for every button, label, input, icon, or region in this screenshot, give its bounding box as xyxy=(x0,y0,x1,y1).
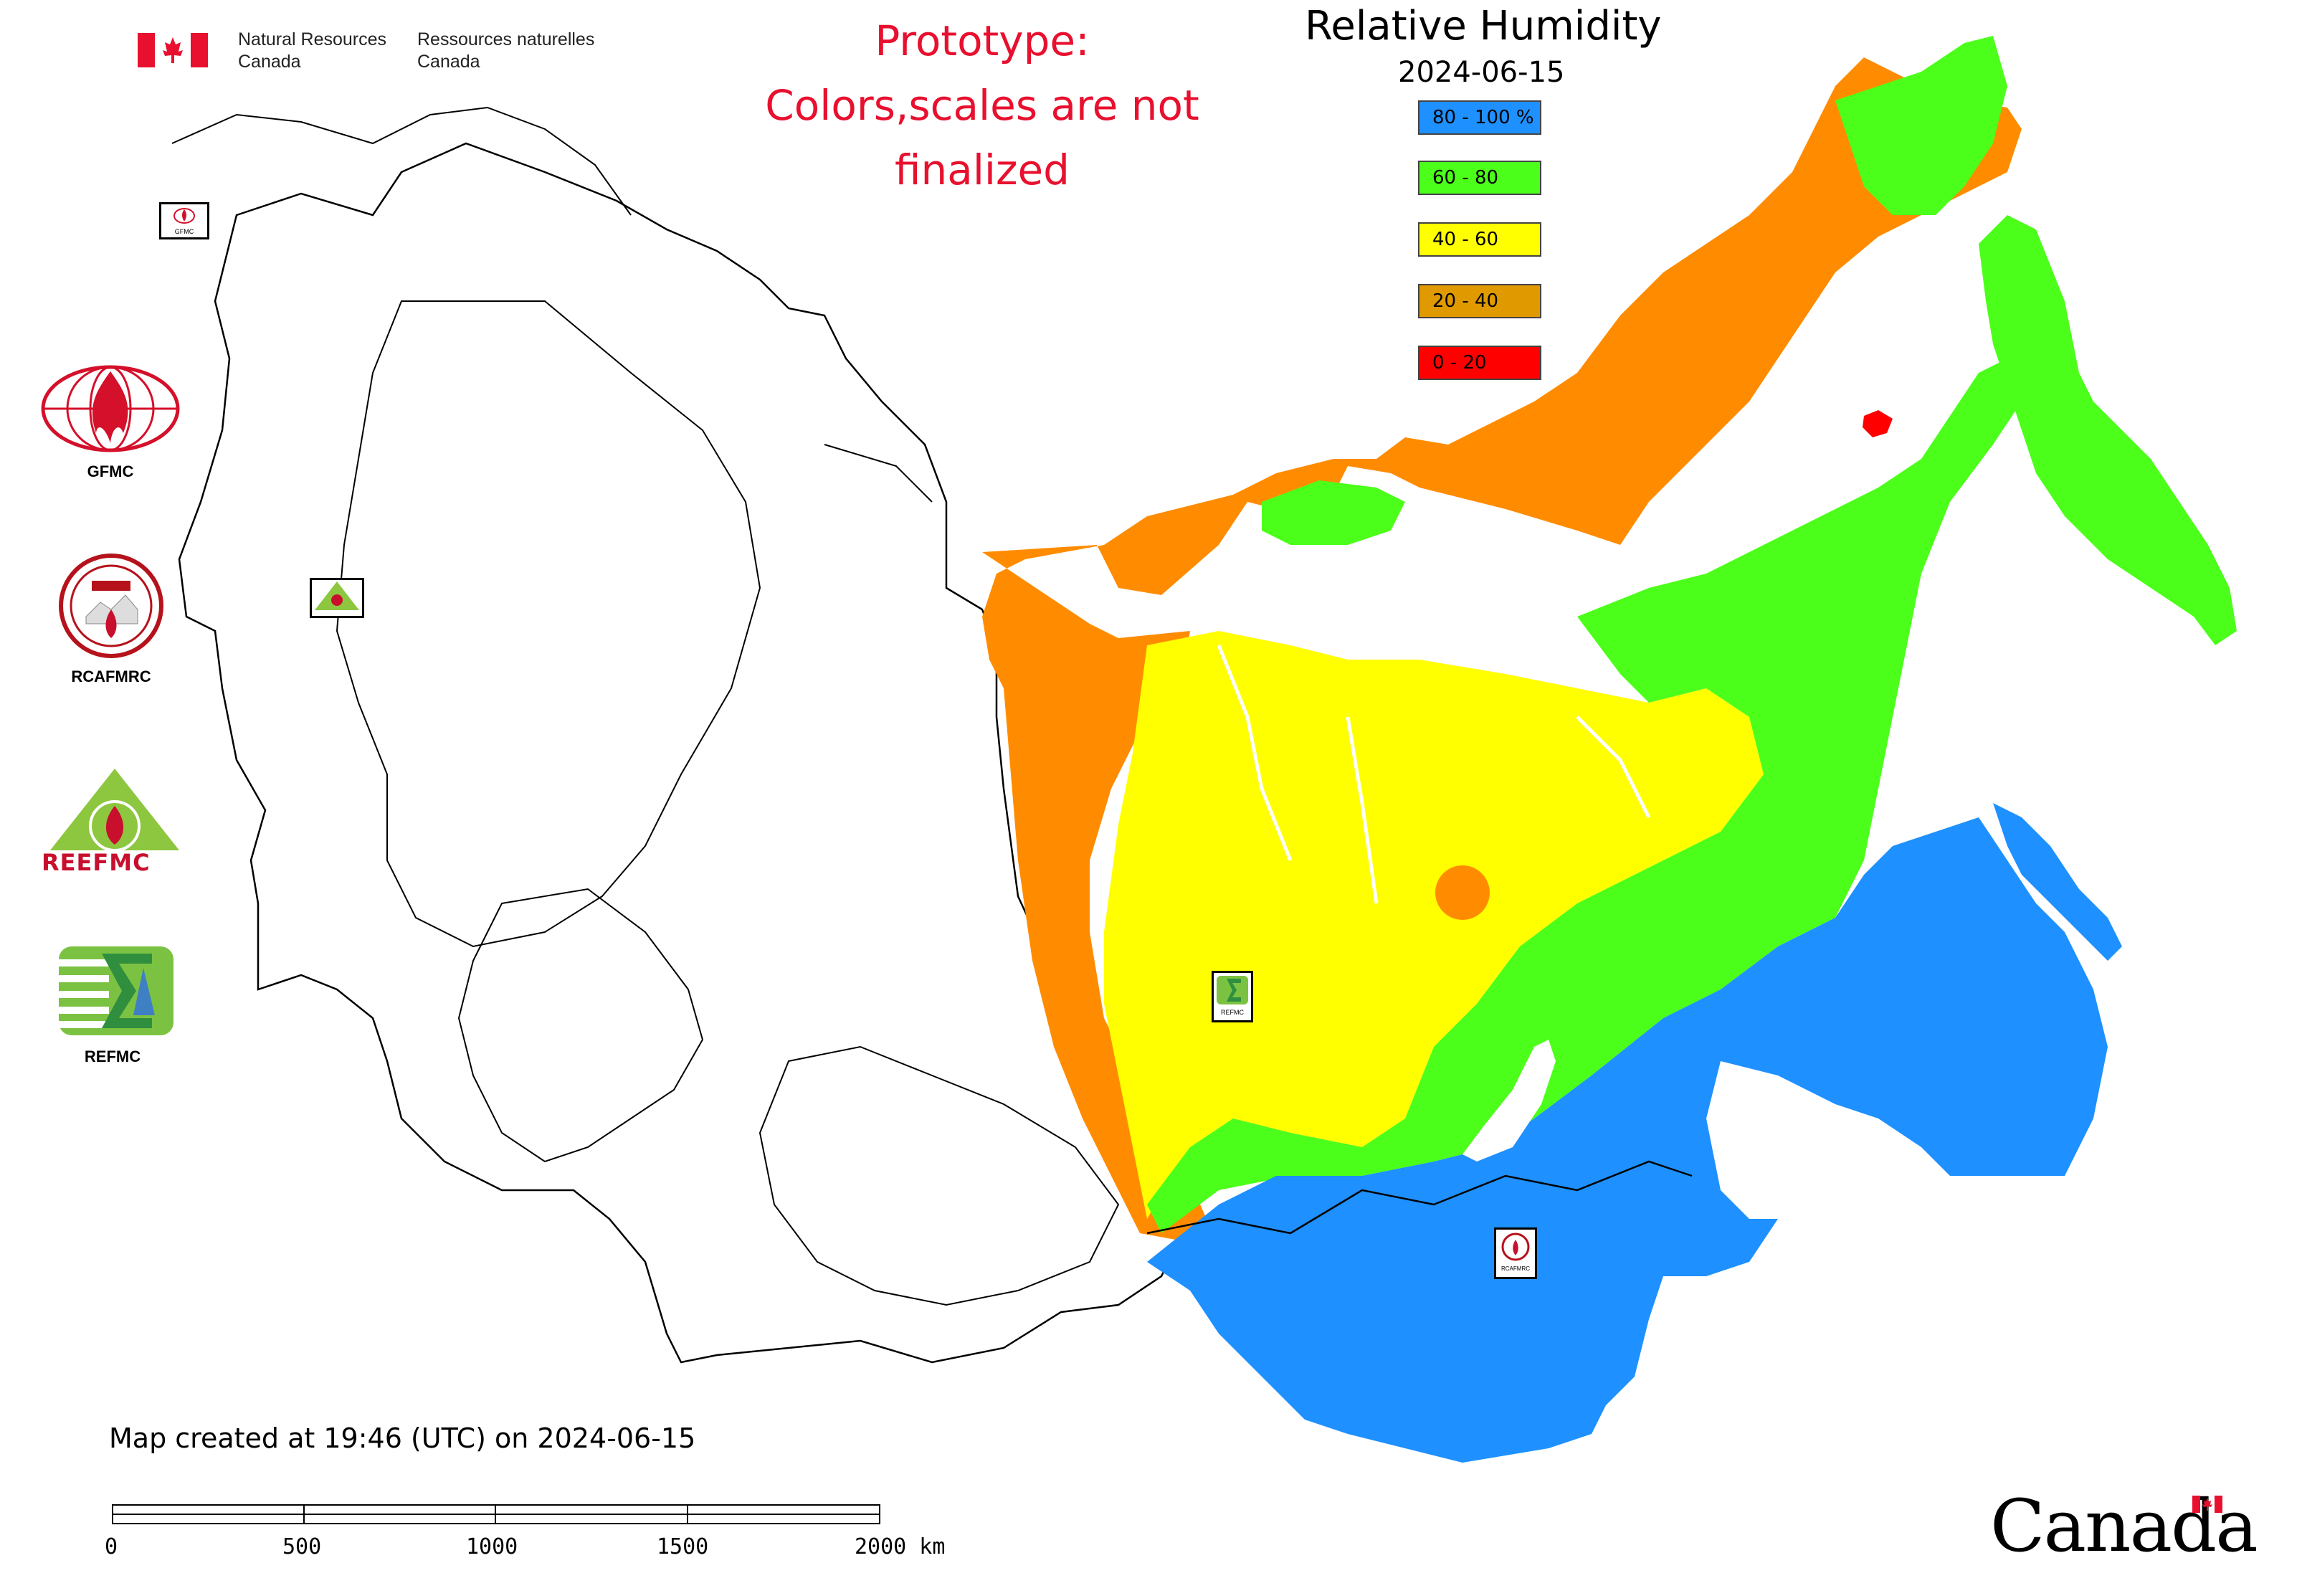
humidity-region-40-60 xyxy=(1104,631,1764,1219)
humidity-region-kamchatka xyxy=(1979,215,2237,645)
legend-item-80-100: 80 - 100 % xyxy=(1418,100,1541,135)
rcafmrc-label: RCAFMRC xyxy=(71,668,151,685)
border-line xyxy=(1146,1160,1693,1235)
dept-name-en-1: Natural Resources xyxy=(238,29,387,49)
rcafmrc-marker-label: RCAFMRC xyxy=(1501,1265,1530,1272)
scale-label-2000: 2000 km xyxy=(855,1534,946,1559)
dept-name-en-2: Canada xyxy=(238,52,301,72)
nrcan-flag-icon xyxy=(138,33,208,67)
legend-item-60-80: 60 - 80 xyxy=(1418,161,1541,195)
gfmc-label: GFMC xyxy=(87,462,134,480)
dept-name-fr-2: Canada xyxy=(417,52,480,72)
reefmc-wordmark: REEFMC xyxy=(42,849,151,876)
rcafmrc-map-marker[interactable]: RCAFMRC xyxy=(1494,1227,1537,1279)
gfmc-logo[interactable]: GFMC xyxy=(40,364,184,481)
humidity-region-sakhalin xyxy=(1993,803,2122,961)
dept-name-fr-1: Ressources naturelles xyxy=(417,29,595,49)
prototype-label: Prototype: xyxy=(875,16,1090,65)
lake-baikal xyxy=(1462,1040,1556,1162)
humidity-region-80-100 xyxy=(1147,817,2108,1463)
orange-spot xyxy=(1435,865,1490,920)
legend-title: Relative Humidity xyxy=(1305,3,1662,49)
rcafmrc-logo[interactable]: RCAFMRC xyxy=(57,552,172,686)
canada-flag-icon xyxy=(2192,1496,2222,1513)
refmc-map-marker[interactable]: REFMC xyxy=(1212,971,1253,1022)
canada-wordmark-text: Canada xyxy=(1990,1484,2258,1568)
rcafmrc-seal-icon xyxy=(59,554,163,658)
gfmc-marker-icon xyxy=(173,208,195,224)
reefmc-logo[interactable]: REEFMC xyxy=(37,766,192,877)
reefmc-map-marker[interactable] xyxy=(310,578,364,618)
humidity-region-taymyr xyxy=(1262,480,1405,545)
humidity-region-0-20 xyxy=(1863,410,1893,437)
refmc-marker-label: REFMC xyxy=(1221,1009,1244,1016)
scale-bar xyxy=(112,1504,880,1524)
scale-label-0: 0 xyxy=(105,1534,118,1559)
humidity-region-20-40-west xyxy=(982,57,2022,1248)
refmc-label: REFMC xyxy=(84,1048,141,1065)
legend-label: 80 - 100 % xyxy=(1432,107,1534,128)
legend-item-20-40: 20 - 40 xyxy=(1418,284,1541,318)
humidity-region-60-80 xyxy=(1147,358,2022,1233)
gfmc-map-marker[interactable]: GFMC xyxy=(159,202,209,239)
legend-label: 40 - 60 xyxy=(1432,229,1499,250)
humidity-region-chukotka xyxy=(1835,36,2007,215)
western-country-outlines xyxy=(171,106,1192,1364)
legend-item-40-60: 40 - 60 xyxy=(1418,222,1541,257)
canada-wordmark: Canada xyxy=(1990,1484,2258,1570)
rivers xyxy=(1217,645,1651,904)
legend-label: 20 - 40 xyxy=(1432,290,1499,312)
refmc-logo[interactable]: REFMC xyxy=(59,946,173,1066)
gfmc-marker-label: GFMC xyxy=(174,228,194,235)
legend-date: 2024-06-15 xyxy=(1398,56,1565,89)
scale-label-1500: 1500 xyxy=(657,1534,709,1559)
legend-item-0-20: 0 - 20 xyxy=(1418,346,1541,380)
gfmc-globe-icon xyxy=(41,365,180,452)
legend-label: 60 - 80 xyxy=(1432,167,1499,189)
reefmc-triangle-icon xyxy=(37,769,192,872)
rcafmrc-marker-icon xyxy=(1501,1232,1530,1261)
refmc-marker-icon xyxy=(1217,976,1248,1004)
legend-label: 0 - 20 xyxy=(1432,352,1487,374)
reefmc-marker-icon xyxy=(315,581,359,610)
scale-label-1000: 1000 xyxy=(466,1534,518,1559)
refmc-sigma-icon xyxy=(59,946,173,1035)
scale-label-500: 500 xyxy=(282,1534,322,1559)
map-created-note: Map created at 19:46 (UTC) on 2024-06-15 xyxy=(109,1422,696,1454)
prototype-disclaimer: Colors,scales are not finalized xyxy=(765,81,1199,194)
